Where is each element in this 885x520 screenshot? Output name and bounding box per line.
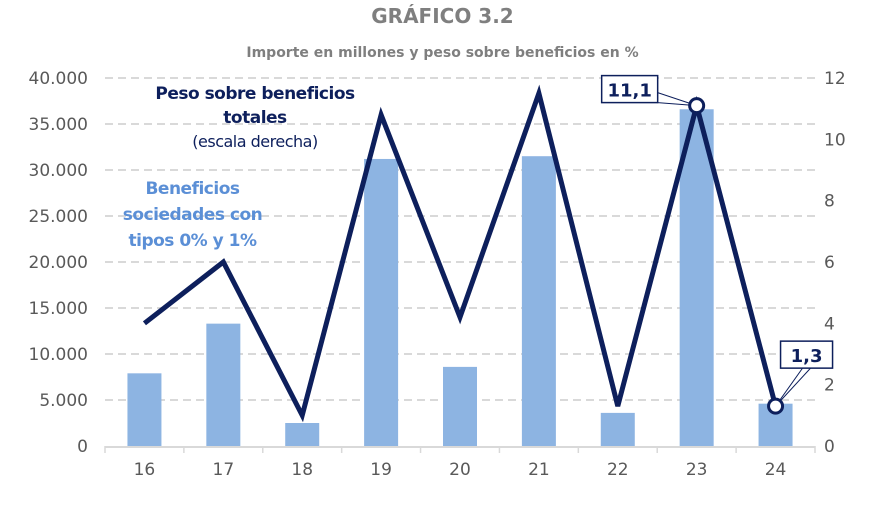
y-right-tick-label: 6: [824, 253, 835, 273]
y-right-tick-label: 4: [824, 314, 835, 334]
bar: [285, 423, 320, 446]
data-label: 1,3: [791, 346, 823, 367]
y-left-tick-label: 10.000: [29, 345, 88, 365]
bar: [206, 323, 241, 446]
y-right-tick-label: 0: [824, 437, 835, 457]
y-right-tick-label: 8: [824, 192, 835, 212]
line-series: [142, 84, 778, 423]
y-left-tick-label: 15.000: [29, 299, 88, 319]
x-tick-label: 21: [528, 460, 550, 480]
y-left-tick-label: 20.000: [29, 253, 88, 273]
data-point-marker: [688, 97, 706, 115]
bar: [364, 158, 399, 446]
data-label-box: [600, 74, 659, 104]
line-series-name: Peso sobre beneficios totales: [155, 84, 355, 128]
bar: [600, 412, 635, 446]
x-tick-label: 24: [765, 460, 787, 480]
bar: [443, 366, 477, 446]
x-tick-label: 17: [213, 460, 235, 480]
x-tick-label: 16: [134, 460, 156, 480]
x-tick-label: 19: [370, 460, 392, 480]
y-left-tick-label: 25.000: [29, 207, 88, 227]
x-tick-label: 18: [291, 460, 313, 480]
data-point-marker: [767, 397, 785, 415]
y-left-tick-label: 5.000: [39, 391, 88, 411]
x-tick-label: 20: [449, 460, 471, 480]
bar: [127, 373, 162, 446]
data-label: 11,1: [607, 81, 651, 102]
y-left-tick-label: 35.000: [29, 115, 88, 135]
y-left-tick-label: 0: [77, 437, 88, 457]
line-series-label: Peso sobre beneficios totales (escala de…: [150, 82, 360, 154]
data-label-box: [779, 340, 834, 369]
x-tick-label: 22: [607, 460, 629, 480]
x-tick-label: 23: [686, 460, 708, 480]
y-left-tick-label: 30.000: [29, 161, 88, 181]
chart-title: GRÁFICO 3.2: [371, 4, 514, 28]
chart-subtitle: Importe en millones y peso sobre benefic…: [246, 45, 639, 61]
y-right-tick-label: 12: [824, 69, 846, 89]
line-series-note: (escala derecha): [192, 132, 318, 151]
bar: [679, 109, 714, 446]
bar: [521, 156, 556, 446]
bar-series-label: Beneficios sociedades con tipos 0% y 1%: [122, 179, 263, 251]
y-left-tick-label: 40.000: [29, 69, 88, 89]
y-right-tick-label: 2: [824, 376, 835, 396]
y-right-tick-label: 10: [824, 130, 846, 150]
